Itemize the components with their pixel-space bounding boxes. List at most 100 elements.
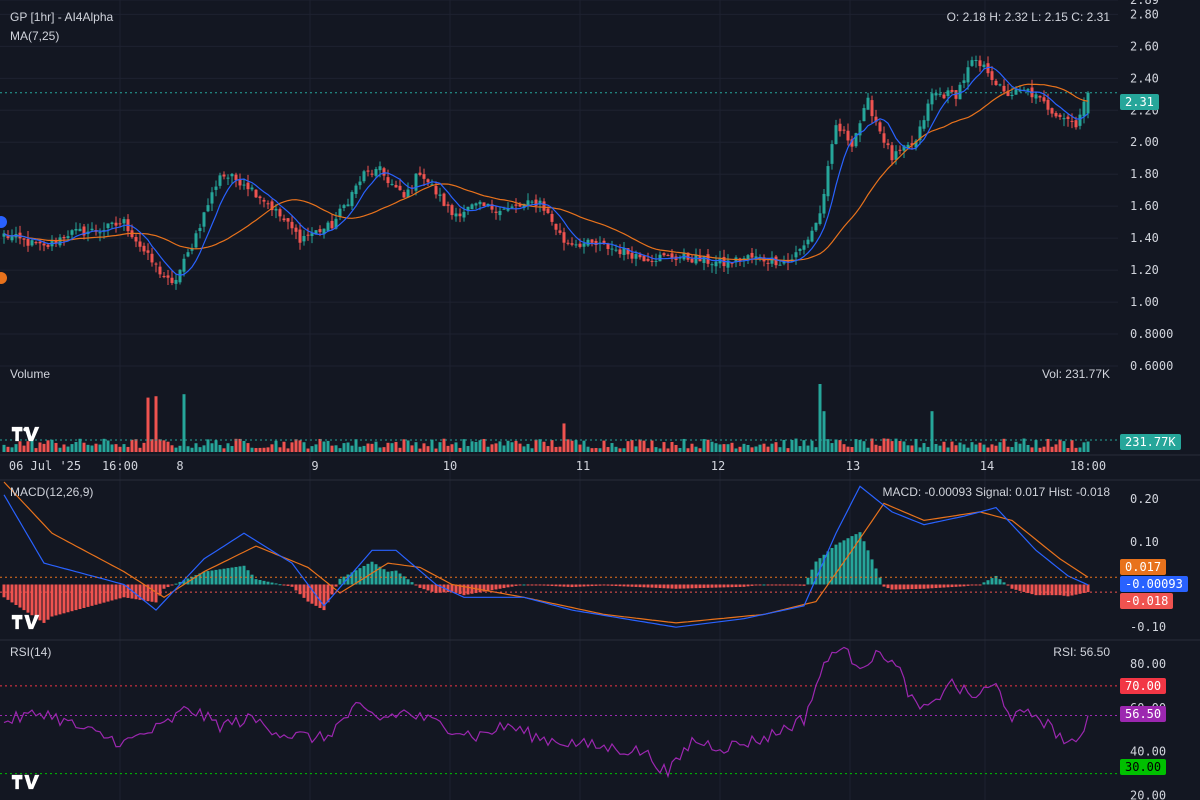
candle-body <box>858 123 862 136</box>
volume-bar <box>498 441 502 452</box>
ma25-offscreen-marker[interactable] <box>0 272 7 284</box>
volume-bar <box>866 447 870 452</box>
volume-bar <box>374 441 378 452</box>
volume-bar <box>210 443 214 452</box>
ma-indicator-label[interactable]: MA(7,25) <box>10 29 60 43</box>
volume-bar <box>670 441 674 452</box>
macd-histogram-bar <box>642 584 646 588</box>
candle-body <box>110 222 114 224</box>
volume-bar <box>382 447 386 452</box>
volume-bar <box>10 447 14 452</box>
candle-body <box>190 247 194 251</box>
volume-title[interactable]: Volume <box>10 367 51 381</box>
macd-histogram-bar <box>418 584 422 588</box>
macd-histogram-bar <box>606 584 610 586</box>
candle-body <box>646 258 650 261</box>
macd-histogram-bar <box>770 584 774 586</box>
macd-histogram-bar <box>742 584 746 587</box>
macd-histogram-bar <box>906 584 910 590</box>
macd-histogram-bar <box>386 571 390 585</box>
time-axis-tick: 12 <box>711 459 725 473</box>
volume-bar <box>906 445 910 452</box>
macd-histogram-bar <box>754 584 758 586</box>
candle-body <box>250 187 254 190</box>
volume-bar <box>170 445 174 452</box>
candle-body <box>610 248 614 250</box>
volume-bar <box>1034 440 1038 452</box>
macd-histogram-bar <box>734 584 738 588</box>
candle-body <box>222 174 226 177</box>
candle-body <box>750 252 754 258</box>
macd-histogram-bar <box>530 584 534 586</box>
volume-bar <box>346 442 350 452</box>
candle-body <box>578 243 582 247</box>
price-axis-tick: 2.89 <box>1130 0 1159 7</box>
macd-histogram-bar <box>62 584 66 614</box>
candle-body <box>482 202 486 207</box>
rsi-title[interactable]: RSI(14) <box>10 645 52 659</box>
candle-body <box>1046 99 1050 110</box>
macd-histogram-bar <box>198 573 202 585</box>
macd-histogram-bar <box>930 584 934 589</box>
ma7-offscreen-marker[interactable] <box>0 216 7 228</box>
macd-histogram-bar <box>178 581 182 585</box>
volume-bar <box>354 439 358 452</box>
volume-bar <box>218 444 222 452</box>
macd-histogram-bar <box>910 584 914 590</box>
volume-bar <box>646 448 650 452</box>
volume-bar <box>698 448 702 452</box>
candle-body <box>794 252 798 258</box>
macd-histogram-bar <box>482 584 486 592</box>
macd-histogram-bar <box>722 584 726 588</box>
volume-bar <box>310 446 314 452</box>
volume-bar <box>890 441 894 452</box>
macd-histogram-bar <box>1046 584 1050 596</box>
candle-body <box>726 260 730 268</box>
macd-histogram-bar <box>270 582 274 585</box>
candle-body <box>782 261 786 264</box>
volume-bar <box>694 446 698 452</box>
candle-body <box>694 255 698 264</box>
candle-body <box>350 192 354 207</box>
candle-body <box>230 173 234 177</box>
volume-bar <box>214 440 218 452</box>
volume-bar <box>594 448 598 452</box>
macd-histogram-bar <box>962 584 966 587</box>
macd-histogram-bar <box>1002 582 1006 585</box>
candle-body <box>850 139 854 147</box>
macd-histogram-bar <box>162 584 166 589</box>
candle-body <box>958 84 962 100</box>
macd-histogram-bar <box>154 584 158 603</box>
candle-body <box>1034 94 1038 99</box>
volume-bar <box>62 444 66 452</box>
volume-bar <box>38 442 42 452</box>
volume-bar <box>478 440 482 452</box>
candle-body <box>198 228 202 232</box>
macd-histogram-bar <box>838 542 842 585</box>
macd-histogram-bar <box>14 584 18 605</box>
volume-bar <box>350 445 354 452</box>
volume-bar <box>414 442 418 452</box>
volume-bar <box>270 444 274 452</box>
volume-bar <box>386 442 390 452</box>
macd-histogram-bar <box>414 584 418 586</box>
candle-body <box>498 210 502 216</box>
candle-body <box>178 269 182 283</box>
candle-body <box>806 239 810 245</box>
candle-body <box>834 125 838 145</box>
volume-bar <box>894 438 898 452</box>
volume-bar <box>318 438 322 452</box>
candle-body <box>842 129 846 131</box>
candle-body <box>38 241 42 244</box>
volume-bar <box>606 447 610 452</box>
macd-histogram-bar <box>758 584 762 586</box>
candle-body <box>446 204 450 206</box>
macd-histogram-bar <box>946 584 950 588</box>
macd-title[interactable]: MACD(12,26,9) <box>10 485 94 499</box>
candle-body <box>414 173 418 191</box>
candle-body <box>406 189 410 198</box>
macd-histogram-bar <box>290 584 294 587</box>
volume-bar <box>26 441 30 452</box>
candle-body <box>338 208 342 218</box>
